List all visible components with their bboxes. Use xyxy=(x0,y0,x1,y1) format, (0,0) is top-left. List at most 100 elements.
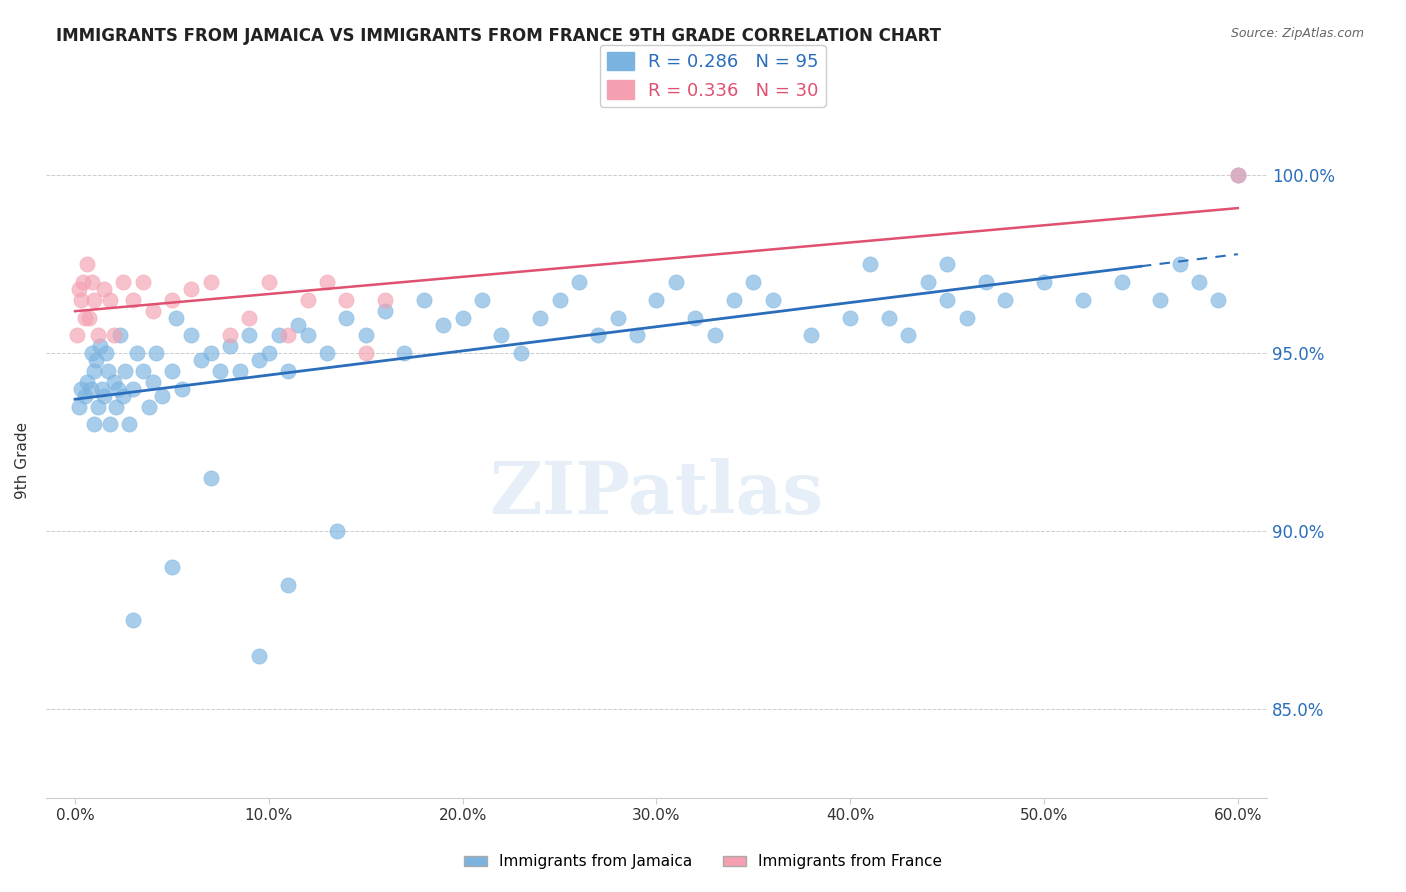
Point xyxy=(145,346,167,360)
Point xyxy=(742,275,765,289)
Point xyxy=(112,389,135,403)
Point xyxy=(374,303,396,318)
Point xyxy=(77,310,100,325)
Point xyxy=(122,382,145,396)
Point xyxy=(142,303,165,318)
Point xyxy=(122,293,145,307)
Point xyxy=(1208,293,1230,307)
Point xyxy=(723,293,745,307)
Point xyxy=(1033,275,1056,289)
Point xyxy=(180,282,202,296)
Y-axis label: 9th Grade: 9th Grade xyxy=(15,421,30,499)
Point xyxy=(132,364,155,378)
Point xyxy=(877,310,900,325)
Text: ZIPatlas: ZIPatlas xyxy=(489,458,824,529)
Point xyxy=(297,328,319,343)
Point xyxy=(354,328,377,343)
Point xyxy=(316,275,339,289)
Point xyxy=(588,328,610,343)
Point xyxy=(548,293,571,307)
Point xyxy=(1168,257,1191,271)
Point xyxy=(936,257,959,271)
Point xyxy=(335,310,357,325)
Point xyxy=(67,282,90,296)
Point xyxy=(83,293,105,307)
Point xyxy=(374,293,396,307)
Point xyxy=(800,328,823,343)
Point xyxy=(471,293,494,307)
Point xyxy=(150,389,173,403)
Point xyxy=(859,257,882,271)
Point xyxy=(219,339,242,353)
Point xyxy=(93,389,115,403)
Point xyxy=(683,310,706,325)
Text: Source: ZipAtlas.com: Source: ZipAtlas.com xyxy=(1230,27,1364,40)
Point xyxy=(114,364,136,378)
Point xyxy=(138,400,160,414)
Point xyxy=(170,382,193,396)
Point xyxy=(91,382,114,396)
Point xyxy=(325,524,347,538)
Point xyxy=(104,400,127,414)
Point xyxy=(122,613,145,627)
Point xyxy=(412,293,434,307)
Point xyxy=(66,328,89,343)
Point xyxy=(93,282,115,296)
Point xyxy=(994,293,1017,307)
Point xyxy=(160,364,183,378)
Point xyxy=(1149,293,1171,307)
Point xyxy=(955,310,977,325)
Point xyxy=(72,275,94,289)
Point xyxy=(277,364,299,378)
Point xyxy=(335,293,357,307)
Point xyxy=(118,417,141,432)
Point xyxy=(83,417,105,432)
Legend: R = 0.286   N = 95, R = 0.336   N = 30: R = 0.286 N = 95, R = 0.336 N = 30 xyxy=(599,45,825,107)
Point xyxy=(103,328,125,343)
Point xyxy=(936,293,959,307)
Point xyxy=(86,353,108,368)
Point xyxy=(76,257,98,271)
Point xyxy=(529,310,551,325)
Point xyxy=(297,293,319,307)
Point xyxy=(645,293,668,307)
Point xyxy=(87,400,110,414)
Point xyxy=(132,275,155,289)
Point xyxy=(1226,169,1249,183)
Point xyxy=(94,346,117,360)
Point xyxy=(277,577,299,591)
Point xyxy=(316,346,339,360)
Point xyxy=(73,310,96,325)
Point xyxy=(277,328,299,343)
Point xyxy=(1111,275,1133,289)
Point xyxy=(160,293,183,307)
Point xyxy=(82,346,104,360)
Point xyxy=(112,275,135,289)
Point xyxy=(247,648,270,663)
Legend: Immigrants from Jamaica, Immigrants from France: Immigrants from Jamaica, Immigrants from… xyxy=(458,848,948,875)
Text: IMMIGRANTS FROM JAMAICA VS IMMIGRANTS FROM FRANCE 9TH GRADE CORRELATION CHART: IMMIGRANTS FROM JAMAICA VS IMMIGRANTS FR… xyxy=(56,27,941,45)
Point xyxy=(394,346,416,360)
Point xyxy=(491,328,513,343)
Point xyxy=(76,375,98,389)
Point xyxy=(108,328,131,343)
Point xyxy=(79,382,101,396)
Point xyxy=(89,339,111,353)
Point xyxy=(762,293,785,307)
Point xyxy=(165,310,187,325)
Point xyxy=(238,328,260,343)
Point xyxy=(98,417,121,432)
Point xyxy=(160,559,183,574)
Point xyxy=(974,275,997,289)
Point xyxy=(87,328,110,343)
Point xyxy=(180,328,202,343)
Point xyxy=(70,382,93,396)
Point xyxy=(98,293,121,307)
Point xyxy=(665,275,688,289)
Point xyxy=(257,346,280,360)
Point xyxy=(70,293,93,307)
Point xyxy=(917,275,939,289)
Point xyxy=(509,346,531,360)
Point xyxy=(97,364,120,378)
Point xyxy=(703,328,725,343)
